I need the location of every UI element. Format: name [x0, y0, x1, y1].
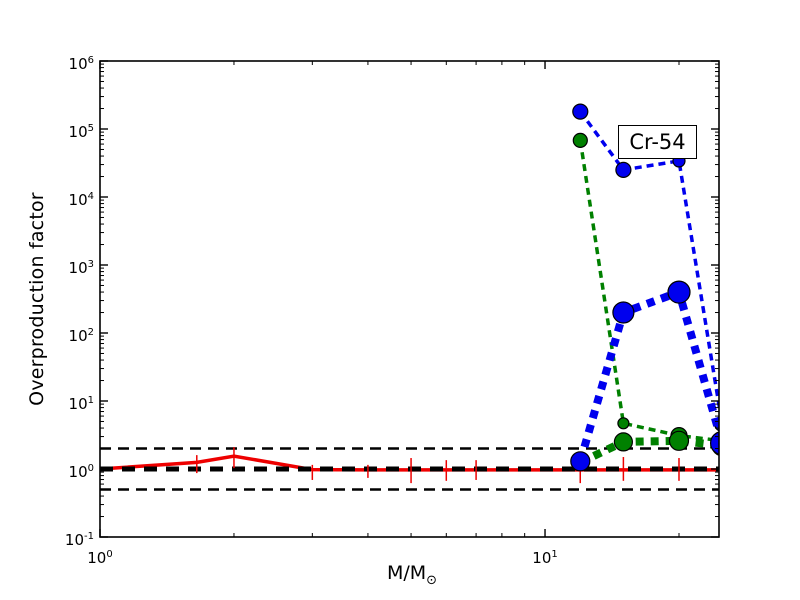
y-axis-title: Overproduction factor — [26, 192, 48, 406]
series-line-blue-thin-dashed-models — [578, 110, 719, 416]
data-point-blue-thick-dashed-models — [667, 280, 691, 304]
axes-frame — [99, 60, 720, 538]
series-blue-thin-dashed-models — [572, 103, 719, 432]
y-tick-label: 100 — [68, 463, 94, 481]
solar-mass-icon: ⊙ — [426, 572, 438, 588]
y-tick-label: 105 — [68, 123, 94, 141]
isotope-label-box: Cr-54 — [618, 125, 697, 159]
y-tick-label: 101 — [68, 395, 94, 413]
y-tick-label: 106 — [68, 55, 94, 73]
data-point-green-thin-dashed-models — [617, 417, 630, 430]
data-point-blue-thick-dashed-models — [570, 451, 591, 472]
x-axis-title: M/M⊙ — [386, 562, 437, 587]
x-tick-label: 101 — [532, 549, 558, 567]
data-point-blue-thin-dashed-models — [572, 103, 589, 120]
data-point-blue-thick-dashed-models — [710, 431, 719, 455]
x-axis-title-main: M/M — [386, 562, 427, 584]
series-green-thick-dashed-models — [571, 430, 719, 471]
y-tick-label: 102 — [68, 327, 94, 345]
data-point-green-thick-dashed-models — [613, 432, 634, 452]
y-tick-label: 10-1 — [64, 531, 94, 549]
x-tick-label: 100 — [87, 549, 113, 567]
data-point-green-thick-dashed-models — [668, 430, 690, 451]
series-line-blue-thick-dashed-models — [576, 286, 719, 463]
red-error-bars — [196, 447, 680, 484]
data-point-blue-thick-dashed-models — [612, 301, 635, 324]
data-point-green-thin-dashed-models — [572, 132, 588, 148]
series-blue-thick-dashed-models — [570, 280, 719, 472]
series-line-green-thin-dashed-models — [578, 140, 719, 443]
y-tick-label: 103 — [68, 259, 94, 277]
isotope-label: Cr-54 — [629, 130, 686, 154]
y-tick-label: 104 — [68, 191, 94, 209]
data-point-blue-thin-dashed-models — [615, 161, 632, 178]
series-line-green-thick-dashed-models — [578, 436, 719, 467]
